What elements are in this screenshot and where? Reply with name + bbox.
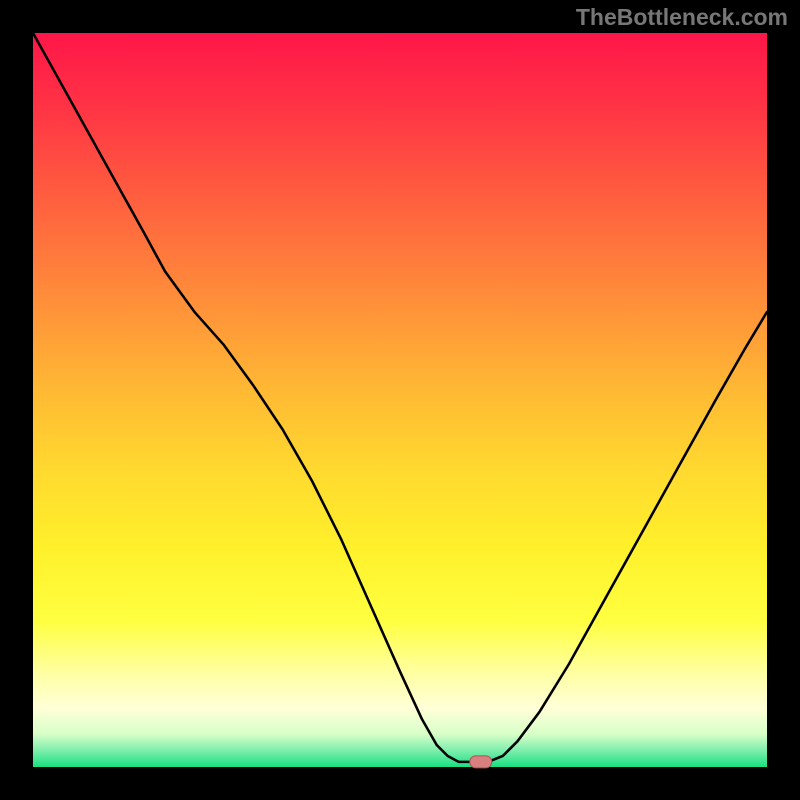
- watermark-text: TheBottleneck.com: [576, 4, 788, 31]
- bottleneck-curve: [33, 33, 767, 767]
- plot-area: [33, 33, 767, 767]
- chart-container: TheBottleneck.com: [0, 0, 800, 800]
- optimal-marker: [469, 755, 492, 768]
